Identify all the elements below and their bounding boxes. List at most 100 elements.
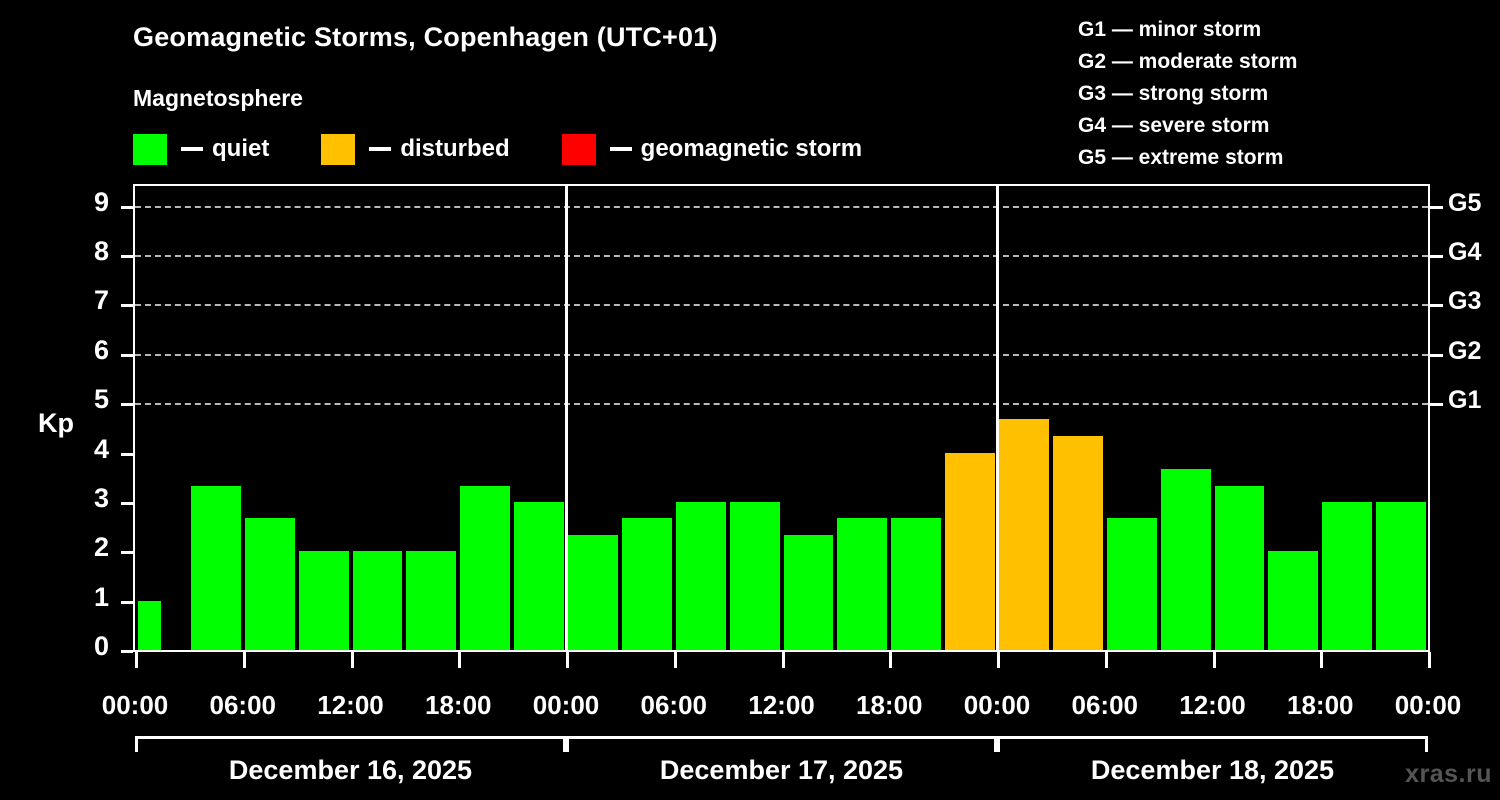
x-tick-label: 12:00 (1179, 690, 1246, 720)
x-tick-label: 18:00 (1287, 690, 1354, 720)
day-label: December 16, 2025 (228, 755, 473, 785)
x-tick-mark (135, 652, 138, 668)
g-tick-mark (1430, 304, 1443, 308)
g-tick-label: G5 (1448, 188, 1482, 217)
day-bracket (997, 736, 1428, 752)
legend-swatch-disturbed (321, 133, 356, 165)
x-tick-label: 00:00 (101, 690, 169, 720)
plot-area (133, 184, 1430, 652)
bar (568, 535, 618, 650)
day-bracket (135, 736, 566, 752)
day-label: December 17, 2025 (659, 755, 904, 785)
bar (244, 518, 295, 650)
y-tick-label: 6 (93, 334, 109, 365)
bar (514, 501, 564, 650)
legend-item-disturbed: disturbed (321, 133, 510, 165)
x-tick-mark (1320, 652, 1324, 668)
y-axis-label: Kp (38, 408, 74, 438)
legend-dash-icon (369, 147, 392, 151)
bar (891, 518, 942, 650)
bar (298, 551, 349, 650)
day-bracket (566, 736, 997, 752)
y-tick-label: 1 (93, 581, 109, 612)
y-tick-label: 5 (93, 384, 109, 415)
y-tick-label: 0 (93, 631, 109, 661)
y-tick-label: 4 (93, 433, 109, 464)
g-tick-label: G4 (1448, 238, 1482, 267)
x-tick-mark (1104, 652, 1108, 668)
watermark: xras.ru (1405, 760, 1492, 788)
g-tick-mark (1430, 255, 1443, 259)
x-tick-label: 06:00 (640, 690, 708, 720)
y-tick-mark (121, 353, 133, 357)
bar (1214, 485, 1265, 650)
legend-label-quiet: quiet (212, 135, 270, 162)
x-tick-label: 00:00 (532, 690, 600, 720)
g-scale-entry: G2 — moderate storm (1078, 50, 1298, 73)
bar (1160, 468, 1211, 650)
bar-series (135, 186, 1428, 650)
bar (675, 501, 726, 650)
bar (138, 600, 161, 650)
bar (783, 535, 834, 650)
legend-swatch-geomagnetic-storm (561, 133, 596, 165)
x-tick-label: 12:00 (317, 690, 384, 720)
x-tick-mark (242, 652, 246, 668)
bar (837, 518, 888, 650)
y-tick-mark (121, 304, 133, 308)
legend-item-quiet: quiet (133, 133, 270, 165)
x-tick-label: 00:00 (1394, 690, 1462, 720)
g-tick-mark (1430, 353, 1443, 357)
day-separator (996, 186, 999, 650)
legend-swatch-quiet (133, 133, 167, 165)
y-tick-label: 8 (93, 236, 109, 267)
x-tick-mark (350, 652, 354, 668)
bar (190, 485, 241, 650)
x-tick-mark (673, 652, 677, 668)
y-tick-mark (121, 600, 133, 604)
bar (1322, 501, 1373, 650)
day-label: December 18, 2025 (1090, 755, 1335, 785)
gridline (135, 304, 1428, 307)
x-tick-mark (566, 652, 569, 668)
g-tick-mark (1430, 403, 1443, 407)
legend-item-geomagnetic-storm: geomagnetic storm (561, 133, 863, 165)
gridline (135, 403, 1428, 406)
g-tick-label: G1 (1448, 386, 1482, 415)
x-tick-mark (997, 652, 1000, 668)
x-tick-label: 18:00 (425, 690, 492, 720)
y-tick-label: 9 (93, 186, 109, 217)
y-tick-mark (121, 551, 133, 555)
bar (352, 551, 403, 650)
g-scale-entry: G5 — extreme storm (1078, 146, 1284, 169)
bar (1052, 436, 1103, 650)
bar (1376, 501, 1426, 650)
bar (729, 501, 780, 650)
bar (621, 518, 672, 650)
x-tick-mark (781, 652, 785, 668)
chart-subtitle: Magnetosphere (133, 85, 303, 111)
legend-label-geomagnetic-storm: geomagnetic storm (640, 135, 863, 162)
legend-dash-icon (609, 147, 632, 151)
bar (945, 452, 995, 650)
gridline (135, 353, 1428, 356)
x-tick-mark (1428, 652, 1431, 668)
y-tick-mark (121, 501, 133, 505)
legend-label-disturbed: disturbed (400, 135, 510, 162)
g-tick-mark (1430, 205, 1443, 209)
y-tick-mark (121, 650, 133, 653)
x-tick-label: 00:00 (963, 690, 1031, 720)
x-tick-mark (1212, 652, 1216, 668)
y-tick-mark (121, 452, 133, 456)
bar (1106, 518, 1157, 650)
g-scale-entry: G1 — minor storm (1078, 18, 1262, 41)
page-title: Geomagnetic Storms, Copenhagen (UTC+01) (133, 22, 718, 52)
x-tick-label: 06:00 (1071, 690, 1139, 720)
gridline (135, 255, 1428, 258)
y-tick-mark (121, 255, 133, 259)
g-tick-label: G2 (1448, 336, 1482, 365)
y-tick-mark (121, 403, 133, 407)
x-tick-label: 12:00 (748, 690, 815, 720)
day-separator (565, 186, 568, 650)
